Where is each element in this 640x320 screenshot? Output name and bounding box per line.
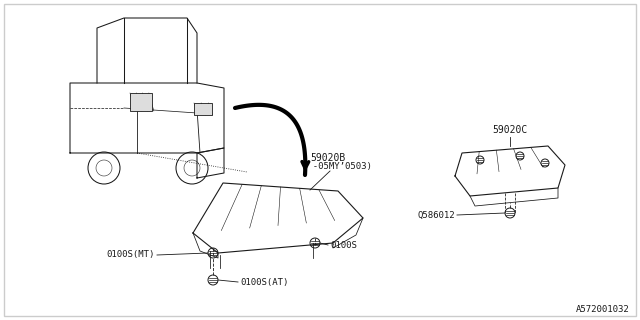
Text: 0100S: 0100S bbox=[330, 241, 357, 250]
Text: A572001032: A572001032 bbox=[576, 305, 630, 314]
Text: ( -05MY’0503): ( -05MY’0503) bbox=[302, 162, 372, 171]
Text: 59020C: 59020C bbox=[492, 125, 527, 135]
Bar bbox=[194, 103, 212, 115]
Bar bbox=[130, 93, 152, 111]
Text: 0100S(AT): 0100S(AT) bbox=[240, 277, 289, 286]
Text: 0100S(MT): 0100S(MT) bbox=[107, 251, 155, 260]
Text: Q586012: Q586012 bbox=[417, 211, 455, 220]
Text: 59020B: 59020B bbox=[310, 153, 345, 163]
